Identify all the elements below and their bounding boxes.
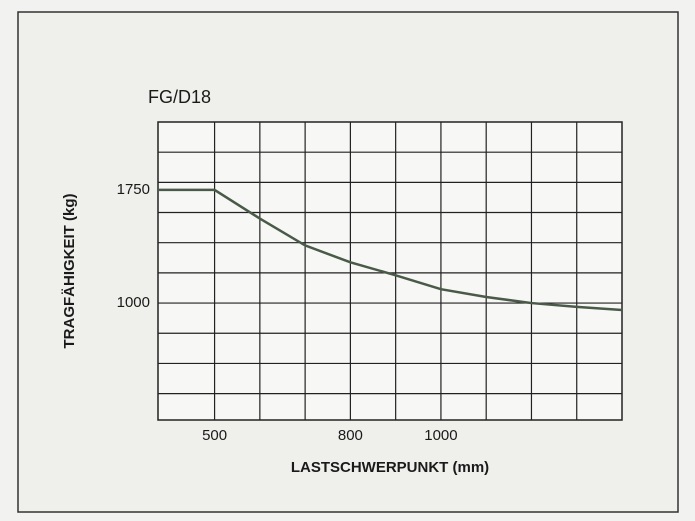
x-tick-label: 800 [338,427,363,444]
chart-title: FG/D18 [148,87,211,107]
y-tick-label: 1000 [117,294,150,311]
plot-area [157,121,623,421]
x-axis-label: LASTSCHWERPUNKT (mm) [291,459,489,476]
data-line [158,188,623,312]
y-tick-label: 1750 [117,181,150,198]
y-axis-label: TRAGFÄHIGKEIT (kg) [61,194,78,349]
x-tick-label: 1000 [424,427,457,444]
x-tick-label: 500 [202,427,227,444]
